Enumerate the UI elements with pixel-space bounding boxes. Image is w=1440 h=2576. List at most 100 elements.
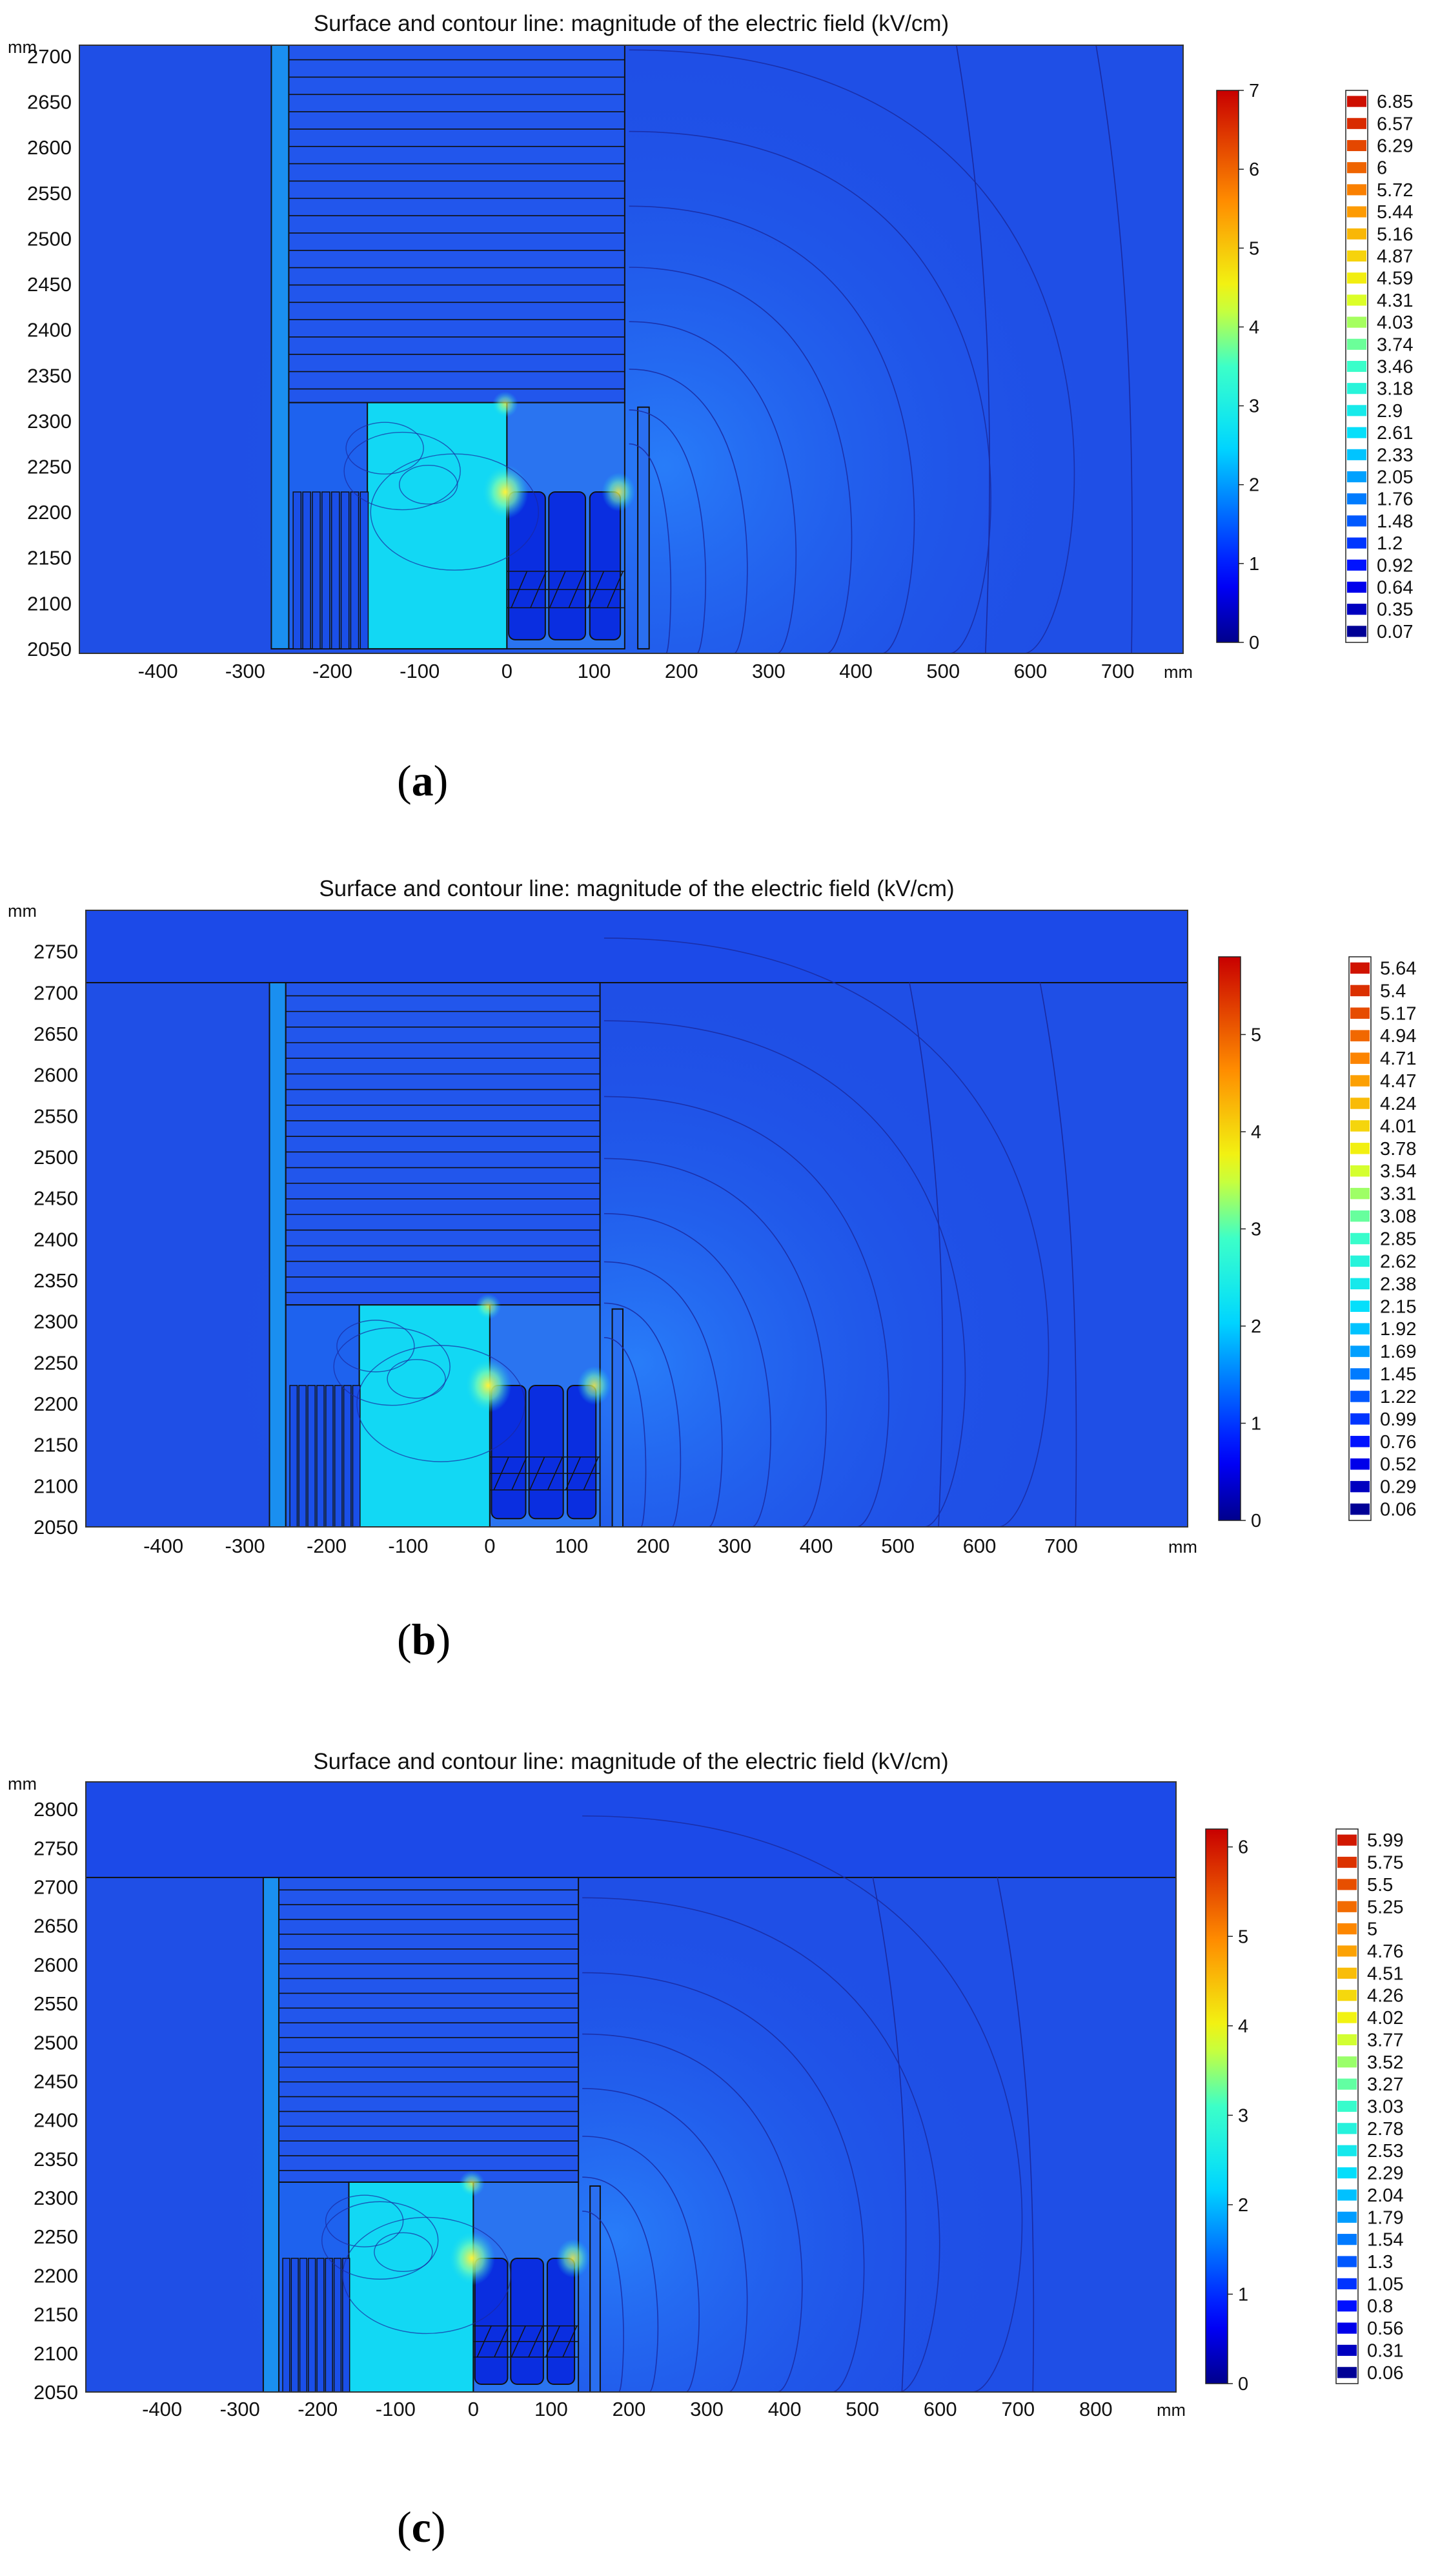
contour-legend-swatch xyxy=(1337,2189,1357,2201)
y-tick-label: 2500 xyxy=(27,227,72,250)
contour-line xyxy=(342,2216,511,2335)
contour-legend-label: 5 xyxy=(1367,1919,1377,1940)
winding-bar xyxy=(316,2258,325,2392)
contour-line xyxy=(582,1815,1023,2392)
contour-line xyxy=(603,937,1050,1527)
chart-a: Surface and contour line: magnitude of t… xyxy=(8,11,1413,682)
contour-legend-swatch xyxy=(1347,162,1366,174)
contour-legend-swatch xyxy=(1350,1413,1370,1425)
contour-legend-swatch xyxy=(1350,1300,1370,1312)
contour-legend-swatch xyxy=(1347,515,1366,527)
panel-caption-c: (c) xyxy=(397,2502,446,2551)
winding-bar xyxy=(282,2258,290,2392)
contour-legend-swatch xyxy=(1337,2078,1357,2090)
contour-legend-swatch xyxy=(1347,626,1366,637)
colorbar-tick-label: 5 xyxy=(1251,1025,1261,1045)
y-tick-label: 2150 xyxy=(34,1434,78,1457)
contour-legend-swatch xyxy=(1347,471,1366,483)
x-tick-label: -300 xyxy=(225,660,265,682)
contour-legend-label: 6.29 xyxy=(1377,136,1413,157)
contour-line xyxy=(345,422,424,475)
chart-title: Surface and contour line: magnitude of t… xyxy=(314,11,949,36)
contour-legend-label: 3.54 xyxy=(1380,1161,1416,1182)
winding-bar xyxy=(330,491,340,649)
conductor xyxy=(510,2257,544,2385)
contour-legend-label: 4.71 xyxy=(1380,1048,1416,1069)
winding-bar xyxy=(298,1385,307,1527)
contour-line xyxy=(370,453,539,571)
contour-legend-swatch xyxy=(1347,184,1366,196)
contour-legend-label: 4.76 xyxy=(1367,1941,1403,1962)
conductor xyxy=(528,1384,564,1520)
panel-a: Surface and contour line: magnitude of t… xyxy=(0,0,1440,839)
contour-legend-swatch xyxy=(1350,1007,1370,1019)
contour-line xyxy=(325,2194,404,2247)
contour-legend-label: 3.52 xyxy=(1367,2052,1403,2073)
contour-legend-label: 4.94 xyxy=(1380,1026,1416,1047)
contour-legend-label: 3.03 xyxy=(1367,2097,1403,2118)
colorbar-tick-label: 0 xyxy=(1238,2374,1248,2395)
y-tick-label: 2500 xyxy=(34,2031,78,2054)
contour-line xyxy=(374,2232,433,2273)
x-tick-label: -100 xyxy=(400,660,440,682)
y-tick-label: 2700 xyxy=(27,45,72,68)
contour-legend-swatch xyxy=(1347,118,1366,129)
contour-line xyxy=(603,1336,647,1527)
colorbar-tick-label: 6 xyxy=(1249,159,1259,180)
contour-legend-label: 3.46 xyxy=(1377,357,1413,378)
x-tick-label: 200 xyxy=(636,1535,670,1557)
colorbar-tick-label: 0 xyxy=(1249,633,1259,653)
chart-b: Surface and contour line: magnitude of t… xyxy=(8,876,1416,1557)
contour-legend-swatch xyxy=(1337,2300,1357,2312)
contour-legend-swatch xyxy=(1347,559,1366,571)
contour-legend-swatch xyxy=(1347,294,1366,306)
contour-line xyxy=(1095,45,1133,653)
y-tick-label: 2400 xyxy=(34,1228,78,1251)
contour-line xyxy=(909,982,944,1527)
plot-frame xyxy=(85,1781,1177,2393)
contour-legend-label: 1.05 xyxy=(1367,2274,1403,2295)
high-field-region xyxy=(348,2181,474,2392)
winding-bar xyxy=(290,2258,299,2392)
colorbar-tick-label: 2 xyxy=(1249,475,1259,496)
contour-legend-swatch xyxy=(1337,2278,1357,2289)
y-unit-label: mm xyxy=(8,901,37,921)
y-tick-label: 2050 xyxy=(34,1516,78,1538)
y-tick-label: 2050 xyxy=(34,2381,78,2404)
contour-line xyxy=(582,1972,865,2392)
y-tick-label: 2300 xyxy=(27,410,72,433)
contour-legend-label: 3.78 xyxy=(1380,1139,1416,1160)
contour-legend-label: 2.15 xyxy=(1380,1296,1416,1317)
y-tick-label: 2750 xyxy=(34,941,78,963)
contour-line xyxy=(629,321,797,653)
y-tick-label: 2500 xyxy=(34,1146,78,1169)
x-tick-label: 700 xyxy=(1001,2398,1035,2420)
panel-c: Surface and contour line: magnitude of t… xyxy=(0,1730,1440,2576)
contour-line xyxy=(629,409,706,653)
contour-legend-swatch xyxy=(1347,604,1366,615)
contour-legend-swatch xyxy=(1350,1255,1370,1267)
contour-legend-label: 5.4 xyxy=(1380,981,1406,1001)
x-unit-label: mm xyxy=(1164,662,1193,682)
y-tick-label: 2300 xyxy=(34,1311,78,1333)
contour-line xyxy=(956,45,990,653)
contour-legend-label: 4.26 xyxy=(1367,1986,1403,2007)
left-strip xyxy=(270,45,290,649)
contour-line xyxy=(343,431,461,511)
x-tick-label: 200 xyxy=(613,2398,646,2420)
right-post xyxy=(637,406,650,649)
contour-legend-label: 1.48 xyxy=(1377,511,1413,532)
hatch-line xyxy=(511,2326,526,2358)
colorbar-tick-label: 7 xyxy=(1249,81,1259,101)
winding-bar xyxy=(316,1385,325,1527)
contour-legend-swatch xyxy=(1350,1458,1370,1470)
contour-line xyxy=(629,369,748,653)
panel-b: Surface and contour line: magnitude of t… xyxy=(0,859,1440,1711)
colorbar xyxy=(1205,1828,1228,2384)
contour-legend-swatch xyxy=(1347,206,1366,218)
hatch-line xyxy=(511,1457,527,1491)
contour-legend-label: 4.31 xyxy=(1377,291,1413,311)
x-tick-label: -200 xyxy=(307,1535,347,1557)
x-tick-label: 300 xyxy=(752,660,786,682)
contour-legend-label: 3.74 xyxy=(1377,334,1413,355)
